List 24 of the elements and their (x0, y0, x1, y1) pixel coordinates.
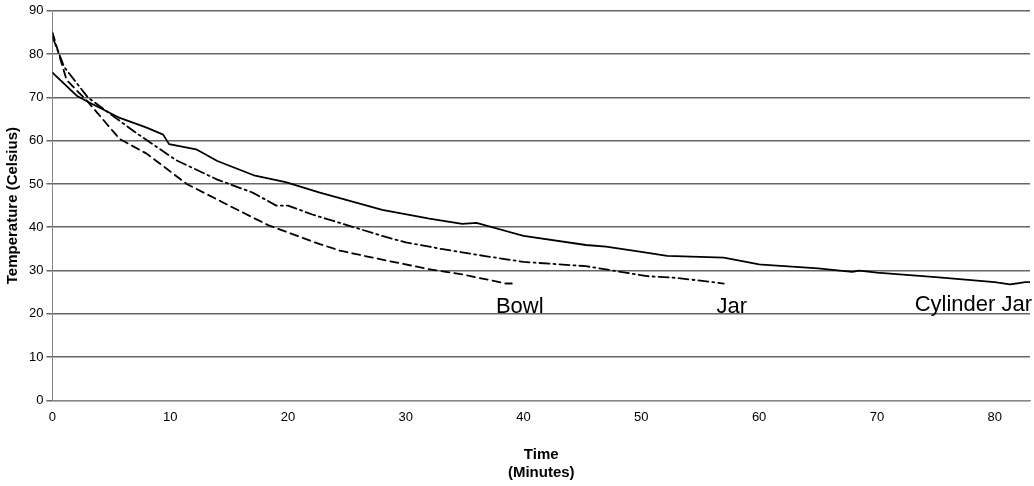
y-tick-label: 50 (28, 175, 44, 191)
x-tick-label: 20 (280, 408, 296, 424)
y-tick-label: 80 (28, 45, 44, 61)
x-tick-label: 70 (869, 408, 885, 424)
y-tick-label: 70 (28, 88, 44, 104)
x-tick-label: 80 (987, 408, 1002, 424)
x-tick-label: 10 (163, 408, 178, 424)
y-tick-label: 40 (28, 218, 44, 234)
x-tick-label: 0 (48, 408, 57, 424)
y-tick-label: 30 (28, 262, 44, 278)
y-tick-label: 10 (28, 348, 44, 364)
x-tick-label: 60 (751, 408, 767, 424)
x-tick-label: 40 (516, 408, 531, 424)
y-tick-label: 20 (28, 305, 44, 321)
series-label: Jar (716, 292, 748, 318)
y-tick-label: 90 (28, 2, 44, 18)
y-tick-label: 0 (36, 391, 44, 407)
series-label: Bowl (495, 292, 544, 318)
x-tick-label: 30 (398, 408, 414, 424)
x-axis-title: Time (Minutes) (507, 445, 575, 481)
y-tick-label: 60 (28, 132, 44, 148)
y-axis-title: Temperature (Celsius) (3, 126, 21, 285)
x-tick-label: 50 (634, 408, 649, 424)
series-label: Cylinder Jar (914, 291, 1033, 317)
